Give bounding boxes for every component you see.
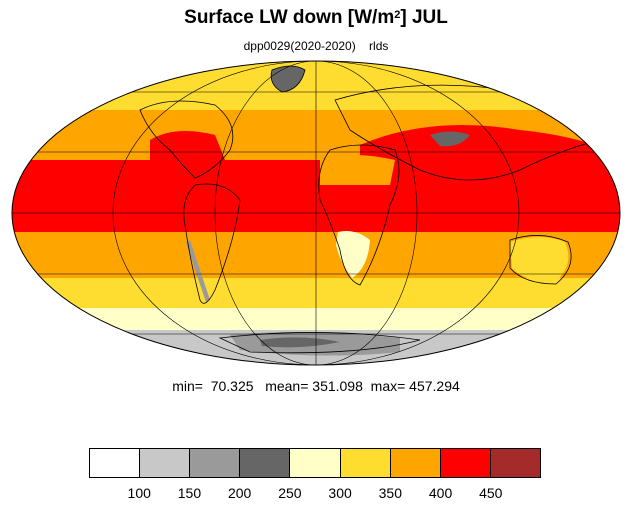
antarctica-plateau <box>260 337 340 348</box>
colorbar-label: 100 <box>127 485 151 501</box>
colorbar-box <box>90 449 141 477</box>
colorbar-box <box>240 449 291 477</box>
andes-gray <box>186 240 210 302</box>
colorbar-label: 350 <box>378 485 403 501</box>
colorbar-labels: 100 150 200 250 300 350 400 450 <box>89 484 541 502</box>
australia-yellow <box>510 237 569 282</box>
graticule <box>12 61 620 365</box>
map-subtitle: dpp0029(2020-2020) rlds <box>243 39 389 53</box>
colorbar-label: 150 <box>177 485 202 501</box>
colorbar-box <box>440 449 491 477</box>
map-border <box>11 60 621 366</box>
colorbar-box <box>290 449 341 477</box>
eurasia-red <box>360 125 610 160</box>
title-suffix: ] JUL <box>400 7 448 28</box>
tibet-plateau <box>430 131 470 147</box>
north-america-red <box>150 131 225 160</box>
colorbar-box <box>390 449 441 477</box>
title-superscript: 2 <box>394 9 401 21</box>
south-america-red <box>180 189 235 232</box>
coastlines <box>139 65 601 354</box>
colorbar-box <box>490 449 540 477</box>
colorbar-label: 250 <box>278 485 302 501</box>
colorbar-box <box>190 449 241 477</box>
colorbar-label: 400 <box>428 485 453 501</box>
colorbar-label: 200 <box>227 485 252 501</box>
colorbar <box>89 448 541 478</box>
map-statistics: min= 70.325 mean= 351.098 max= 457.294 <box>172 378 460 394</box>
colorbar-label: 300 <box>328 485 352 501</box>
sahara-orange <box>320 155 395 185</box>
colorbar-box <box>140 449 191 477</box>
colorbar-box <box>340 449 391 477</box>
map-title: Surface LW down [W/m2] JUL <box>0 6 632 30</box>
colorbar-label: 450 <box>479 485 503 501</box>
title-main: Surface LW down [W/m <box>184 7 395 28</box>
